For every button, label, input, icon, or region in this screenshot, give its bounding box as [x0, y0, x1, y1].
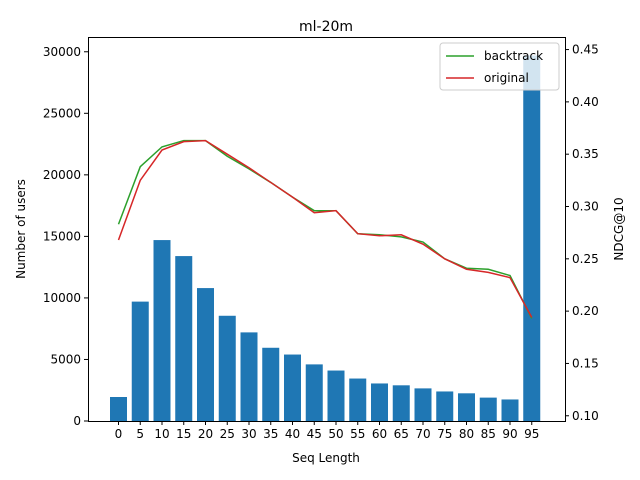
- x-tick-label-15: 15: [176, 427, 191, 441]
- bar-0: [110, 397, 127, 421]
- x-tick-label-85: 85: [481, 427, 496, 441]
- bar-15: [175, 256, 193, 421]
- x-tick-label-25: 25: [220, 427, 235, 441]
- x-tick-label-5: 5: [136, 427, 144, 441]
- x-tick-label-60: 60: [372, 427, 387, 441]
- x-tick-label-20: 20: [198, 427, 213, 441]
- y-tick-label-25000: 25000: [43, 106, 81, 120]
- x-tick-label-0: 0: [115, 427, 123, 441]
- bar-70: [414, 388, 432, 421]
- y-axis-label: Number of users: [14, 179, 28, 279]
- bar-25: [218, 315, 236, 421]
- x-axis: 0 5 10 15 20 25 30 35 40 45 50 55 60 65 70 75 80 85 90 95: [115, 421, 539, 441]
- bar-90: [501, 399, 519, 421]
- x-tick-label-45: 45: [307, 427, 322, 441]
- bar-85: [479, 397, 497, 421]
- bar-50: [327, 370, 345, 421]
- bar-35: [262, 347, 280, 421]
- bar-55: [349, 378, 367, 421]
- x-axis-label: Seq Length: [292, 451, 360, 465]
- x-tick-label-70: 70: [415, 427, 430, 441]
- bar-95: [523, 55, 541, 421]
- y2-tick-label-0.35: 0.35: [572, 147, 599, 161]
- x-tick-label-10: 10: [154, 427, 169, 441]
- bar-30: [240, 332, 258, 421]
- x-tick-label-80: 80: [459, 427, 474, 441]
- chart-title: ml-20m: [299, 19, 353, 35]
- x-tick-label-35: 35: [263, 427, 278, 441]
- y-axis-right: 0.10 0.15 0.20 0.25 0.30 0.35 0.40 0.45: [565, 43, 599, 423]
- y-tick-label-20000: 20000: [43, 168, 81, 182]
- legend-label-backtrack: backtrack: [484, 49, 543, 63]
- y2-tick-label-0.10: 0.10: [572, 409, 599, 423]
- y2-tick-label-0.25: 0.25: [572, 252, 599, 266]
- bar-40: [284, 354, 301, 421]
- x-tick-label-95: 95: [524, 427, 539, 441]
- y-tick-label-10000: 10000: [43, 291, 81, 305]
- bar-60: [371, 383, 388, 421]
- bar-80: [458, 393, 475, 421]
- y-tick-label-5000: 5000: [50, 352, 81, 366]
- x-tick-label-75: 75: [437, 427, 452, 441]
- y2-tick-label-0.15: 0.15: [572, 356, 599, 370]
- bar-45: [305, 364, 323, 421]
- lines-group: [117, 139, 533, 319]
- x-tick-label-30: 30: [241, 427, 256, 441]
- series-line-backtrack: [117, 139, 533, 319]
- y2-tick-label-0.40: 0.40: [572, 95, 599, 109]
- y-tick-label-15000: 15000: [43, 229, 81, 243]
- x-tick-label-40: 40: [285, 427, 300, 441]
- y2-tick-label-0.45: 0.45: [572, 43, 599, 57]
- bar-5: [131, 301, 149, 421]
- plot-frame: [88, 37, 566, 422]
- x-tick-label-55: 55: [350, 427, 365, 441]
- bar-65: [392, 385, 410, 421]
- y2-tick-label-0.20: 0.20: [572, 304, 599, 318]
- x-tick-label-65: 65: [394, 427, 409, 441]
- legend: backtrack original: [439, 42, 560, 91]
- y-tick-label-0: 0: [73, 414, 81, 428]
- bar-75: [436, 391, 454, 421]
- bar-20: [197, 288, 214, 421]
- y-axis-left: 0 5000 10000 15000 20000 25000 30000: [43, 45, 88, 428]
- x-tick-label-90: 90: [502, 427, 517, 441]
- bar-10: [153, 240, 171, 421]
- x-tick-label-50: 50: [328, 427, 343, 441]
- bars-group: [110, 55, 541, 421]
- y-tick-label-30000: 30000: [43, 45, 81, 59]
- series-line-original: [117, 139, 533, 318]
- y2-axis-label: NDCG@10: [612, 197, 626, 260]
- legend-label-original: original: [484, 71, 529, 85]
- y2-tick-label-0.30: 0.30: [572, 200, 599, 214]
